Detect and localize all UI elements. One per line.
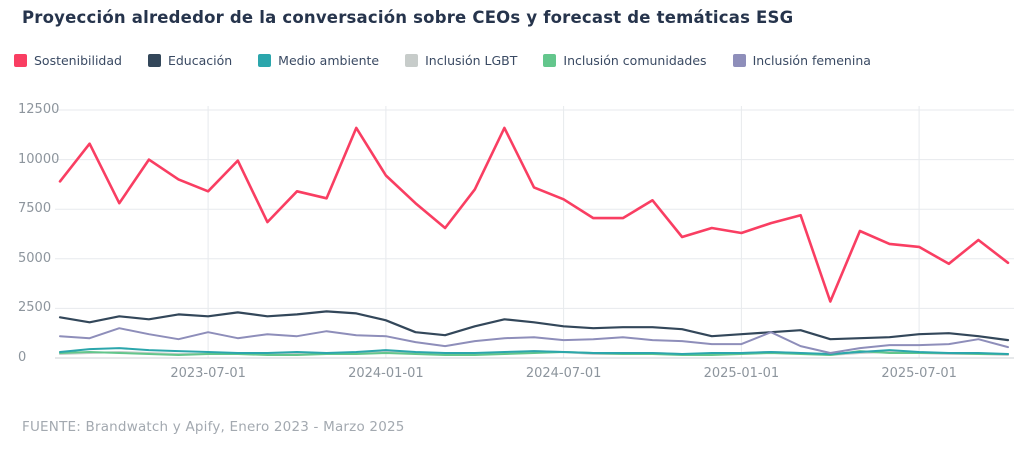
source-note: FUENTE: Brandwatch y Apify, Enero 2023 -… — [22, 419, 405, 435]
chart-legend: Sostenibilidad Educación Medio ambiente Inc… — [14, 53, 871, 68]
y-tick-label: 5000 — [18, 250, 52, 266]
x-tick-label: 2023-07-01 — [170, 366, 246, 381]
legend-label: Inclusión femenina — [752, 53, 871, 68]
x-tick-label: 2025-07-01 — [881, 366, 957, 381]
series-line-inclusion-femenina — [59, 327, 1009, 354]
y-tick-label: 12500 — [18, 102, 60, 117]
legend-swatch-inclusion-lgbt — [405, 54, 419, 67]
x-tick-label: 2025-01-01 — [703, 366, 780, 381]
y-tick-label: 0 — [18, 350, 27, 365]
chart-title: Proyección alrededor de la conversación … — [22, 8, 794, 27]
legend-item-inclusion-lgbt[interactable]: Inclusión LGBT — [405, 53, 517, 68]
series-line-educacion — [58, 310, 1010, 342]
legend-item-inclusion-comunidades[interactable]: Inclusión comunidades — [543, 53, 707, 68]
y-tick-label: 2500 — [18, 300, 52, 316]
y-tick-label: 7500 — [18, 201, 52, 217]
legend-swatch-educacion — [147, 54, 161, 67]
series-line-medio-ambiente — [59, 347, 1009, 355]
y-tick-label: 10000 — [18, 151, 60, 167]
legend-label: Inclusión comunidades — [563, 53, 707, 68]
legend-item-sostenibilidad[interactable]: Sostenibilidad — [14, 53, 122, 68]
legend-label: Medio ambiente — [278, 53, 380, 68]
legend-item-educacion[interactable]: Educación — [147, 53, 233, 68]
legend-label: Educación — [167, 53, 233, 68]
legend-swatch-medio-ambiente — [258, 54, 272, 67]
x-tick-label: 2024-01-01 — [348, 366, 424, 381]
legend-item-inclusion-femenina[interactable]: Inclusión femenina — [732, 53, 871, 68]
legend-item-medio-ambiente[interactable]: Medio ambiente — [258, 53, 379, 68]
legend-swatch-inclusion-femenina — [732, 54, 746, 67]
legend-swatch-inclusion-comunidades — [543, 54, 557, 67]
x-tick-label: 2024-07-01 — [525, 366, 602, 381]
legend-label: Sostenibilidad — [34, 53, 122, 68]
legend-label: Inclusión LGBT — [425, 53, 518, 68]
series-line-sostenibilidad — [58, 126, 1010, 303]
legend-swatch-sostenibilidad — [14, 54, 27, 67]
